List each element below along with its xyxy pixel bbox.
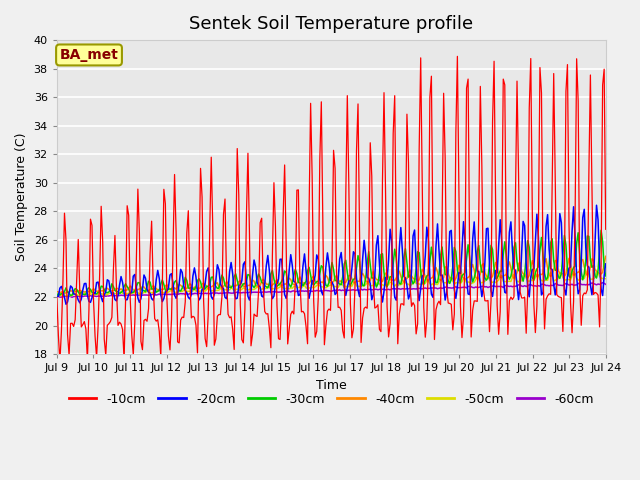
-60cm [294, 289, 302, 295]
-60cm [236, 290, 244, 296]
-30cm [235, 284, 243, 290]
-40cm [294, 277, 302, 283]
-40cm [573, 270, 580, 276]
-40cm [61, 291, 68, 297]
-20cm [593, 203, 600, 208]
-50cm [218, 286, 226, 292]
Legend: -10cm, -20cm, -30cm, -40cm, -50cm, -60cm: -10cm, -20cm, -30cm, -40cm, -50cm, -60cm [64, 388, 598, 411]
-20cm [573, 274, 580, 279]
-20cm [602, 261, 609, 267]
Line: -60cm: -60cm [57, 283, 605, 297]
-60cm [122, 292, 129, 298]
-20cm [122, 297, 129, 303]
-40cm [602, 253, 609, 259]
-60cm [573, 282, 580, 288]
-10cm [454, 53, 461, 59]
-60cm [68, 294, 76, 300]
-10cm [574, 98, 582, 104]
Line: -30cm: -30cm [57, 230, 605, 296]
-50cm [294, 285, 302, 290]
-60cm [53, 294, 61, 300]
-60cm [246, 289, 253, 295]
-40cm [122, 288, 129, 293]
-10cm [122, 295, 129, 300]
-60cm [602, 281, 609, 287]
-20cm [294, 293, 302, 299]
-60cm [599, 280, 607, 286]
-20cm [246, 297, 253, 303]
-40cm [53, 289, 61, 295]
Text: BA_met: BA_met [60, 48, 118, 62]
-50cm [122, 291, 129, 297]
Line: -40cm: -40cm [57, 256, 605, 294]
-10cm [602, 227, 609, 232]
-10cm [246, 231, 253, 237]
-30cm [572, 264, 579, 269]
-20cm [218, 284, 226, 289]
-30cm [53, 293, 61, 299]
-10cm [236, 302, 244, 308]
Y-axis label: Soil Temperature (C): Soil Temperature (C) [15, 133, 28, 262]
-50cm [584, 267, 591, 273]
-30cm [120, 284, 128, 289]
Line: -50cm: -50cm [57, 270, 605, 296]
-40cm [236, 278, 244, 284]
-30cm [216, 278, 224, 284]
-20cm [62, 301, 70, 307]
-40cm [218, 285, 226, 291]
-30cm [602, 273, 609, 279]
-10cm [56, 359, 64, 364]
Line: -10cm: -10cm [57, 56, 605, 361]
-50cm [53, 293, 61, 299]
-50cm [67, 293, 74, 299]
-50cm [602, 276, 609, 282]
-10cm [218, 293, 226, 299]
X-axis label: Time: Time [316, 379, 347, 392]
-60cm [218, 291, 226, 297]
Line: -20cm: -20cm [57, 205, 605, 304]
-50cm [236, 287, 244, 293]
-50cm [246, 287, 253, 292]
-10cm [294, 187, 302, 193]
-30cm [244, 272, 252, 277]
Title: Sentek Soil Temperature profile: Sentek Soil Temperature profile [189, 15, 474, 33]
-50cm [573, 276, 580, 281]
-20cm [236, 282, 244, 288]
-10cm [53, 294, 61, 300]
-20cm [53, 294, 61, 300]
-30cm [293, 271, 301, 276]
-40cm [246, 283, 253, 288]
-30cm [597, 228, 605, 233]
